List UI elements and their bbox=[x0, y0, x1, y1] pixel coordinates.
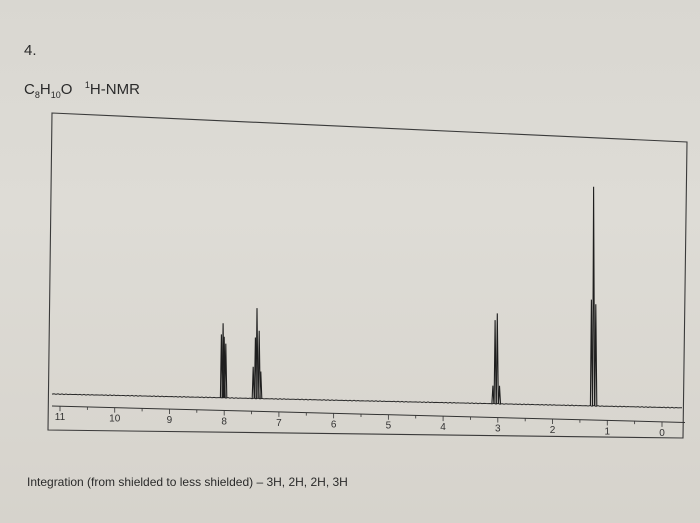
spectrum-peak bbox=[257, 330, 261, 399]
spectrum-peak bbox=[495, 313, 499, 404]
spectrum-peak bbox=[259, 371, 263, 399]
nmr-superscript: 1 bbox=[84, 80, 90, 90]
x-tick-label: 3 bbox=[495, 424, 501, 435]
question-number: 4. bbox=[24, 42, 37, 59]
spectrum-peak bbox=[493, 320, 497, 404]
x-tick-label: 9 bbox=[167, 415, 173, 426]
spectrum-baseline bbox=[51, 393, 683, 409]
spectrum-peak bbox=[251, 366, 255, 399]
formula-c: C bbox=[24, 81, 35, 98]
formula-h: H bbox=[39, 81, 51, 98]
spectrum-peak bbox=[592, 186, 596, 406]
x-axis-line bbox=[51, 405, 686, 423]
spectrum-peak bbox=[255, 308, 259, 399]
x-tick-label: 4 bbox=[440, 422, 446, 433]
spectrum-peak bbox=[224, 343, 228, 398]
x-tick-label: 1 bbox=[604, 426, 610, 437]
formula-h-subscript: 10 bbox=[50, 90, 61, 100]
x-tick-label: 0 bbox=[659, 428, 665, 439]
formula-o: O bbox=[60, 81, 73, 98]
x-tick-label: 8 bbox=[221, 416, 227, 427]
spectrum-peak bbox=[491, 385, 495, 404]
spectrum-peak bbox=[497, 385, 502, 404]
spectrum-peak bbox=[594, 304, 598, 407]
spectrum-peak bbox=[589, 299, 593, 406]
spectrum-title: C8H10O 1H-NMR bbox=[24, 80, 140, 100]
x-tick-label: 2 bbox=[550, 425, 556, 436]
x-axis: 11 10 9 8 7 6 5 4 3 2 1 0 bbox=[51, 405, 686, 439]
x-tick-label: 10 bbox=[109, 414, 121, 425]
peaks-layer bbox=[51, 186, 683, 409]
formula-c-subscript: 8 bbox=[34, 90, 40, 100]
nmr-label: H-NMR bbox=[89, 81, 140, 98]
x-tick-label: 5 bbox=[386, 421, 392, 432]
x-tick-label: 11 bbox=[55, 412, 66, 423]
plot-frame bbox=[47, 112, 688, 439]
x-tick-label: 7 bbox=[276, 418, 282, 429]
x-tick-label: 6 bbox=[331, 419, 337, 430]
integration-caption: Integration (from shielded to less shiel… bbox=[27, 475, 348, 489]
